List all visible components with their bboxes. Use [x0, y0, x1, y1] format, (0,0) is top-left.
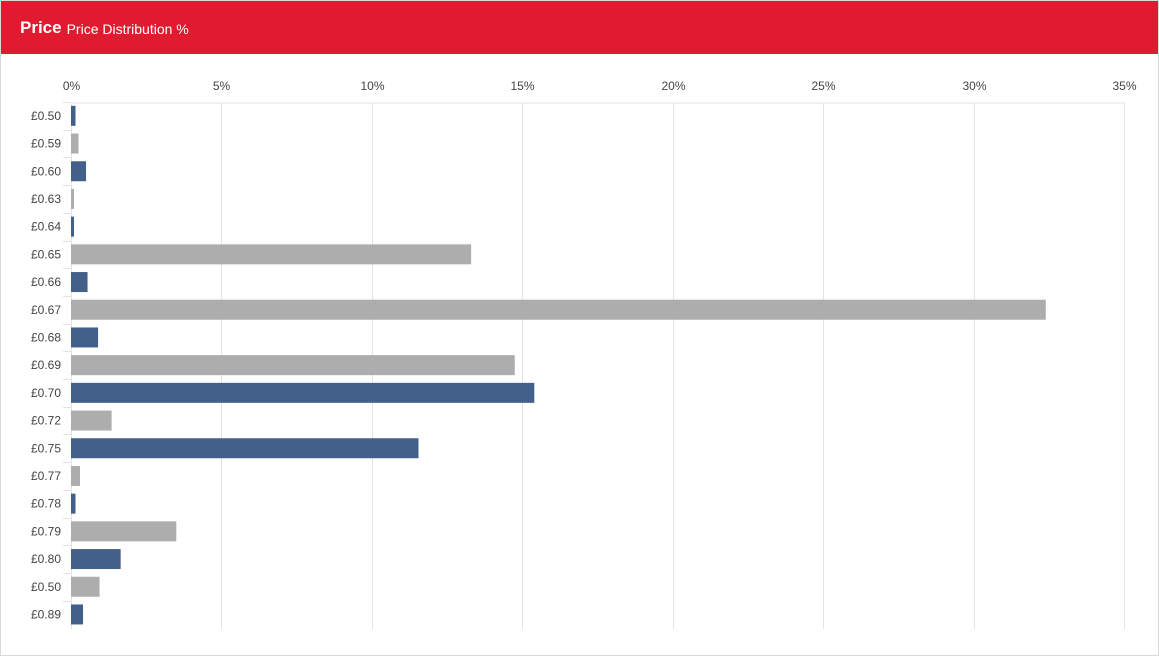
- category-label: £0.77: [31, 469, 61, 483]
- bar[interactable]: [71, 105, 76, 126]
- bar[interactable]: [71, 133, 79, 154]
- bar[interactable]: [71, 438, 419, 459]
- category-label: £0.63: [31, 192, 61, 206]
- x-axis-ticks: 0% 5% 10% 15% 20% 25% 30% 35%: [63, 79, 1137, 93]
- x-tick-label: 10%: [360, 79, 384, 93]
- category-label: £0.64: [31, 220, 61, 234]
- bar[interactable]: [71, 604, 84, 625]
- category-label: £0.89: [31, 607, 61, 621]
- category-label: £0.79: [31, 524, 61, 538]
- y-axis-labels: £0.50 £0.59 £0.60 £0.63 £0.64 £0.65 £0.66 £0.67…: [31, 109, 61, 622]
- x-tick-label: 20%: [661, 79, 685, 93]
- category-label: £0.59: [31, 137, 61, 151]
- x-tick-label: 15%: [510, 79, 534, 93]
- category-label: £0.66: [31, 275, 61, 289]
- category-label: £0.68: [31, 330, 61, 344]
- category-label: £0.80: [31, 552, 61, 566]
- bar[interactable]: [71, 465, 81, 486]
- category-label: £0.78: [31, 497, 61, 511]
- bar[interactable]: [71, 410, 112, 431]
- bar[interactable]: [71, 521, 177, 542]
- bar[interactable]: [71, 549, 121, 570]
- panel-title: Price: [20, 17, 62, 37]
- bar[interactable]: [71, 244, 472, 265]
- bar[interactable]: [71, 576, 100, 597]
- panel-subtitle: Price Distribution %: [66, 20, 189, 37]
- x-tick-label: 25%: [811, 79, 835, 93]
- category-label: £0.70: [31, 386, 61, 400]
- bars: [71, 105, 1046, 625]
- x-tick-label: 0%: [63, 79, 81, 93]
- x-tick-label: 35%: [1112, 79, 1136, 93]
- bar[interactable]: [71, 216, 75, 237]
- bar[interactable]: [71, 299, 1046, 320]
- bar[interactable]: [71, 161, 87, 182]
- category-label: £0.50: [31, 580, 61, 594]
- category-label: £0.65: [31, 247, 61, 261]
- category-label: £0.60: [31, 164, 61, 178]
- bar[interactable]: [71, 355, 515, 376]
- x-tick-label: 5%: [213, 79, 231, 93]
- category-label: £0.75: [31, 441, 61, 455]
- bar[interactable]: [71, 272, 88, 293]
- bar[interactable]: [71, 493, 76, 514]
- category-label: £0.50: [31, 109, 61, 123]
- category-label: £0.72: [31, 414, 61, 428]
- bar[interactable]: [71, 382, 535, 403]
- bar[interactable]: [71, 327, 99, 348]
- x-tick-label: 30%: [962, 79, 986, 93]
- panel-header: Price Price Distribution %: [1, 1, 1158, 54]
- bar[interactable]: [71, 188, 75, 209]
- category-label: £0.67: [31, 303, 61, 317]
- category-label: £0.69: [31, 358, 61, 372]
